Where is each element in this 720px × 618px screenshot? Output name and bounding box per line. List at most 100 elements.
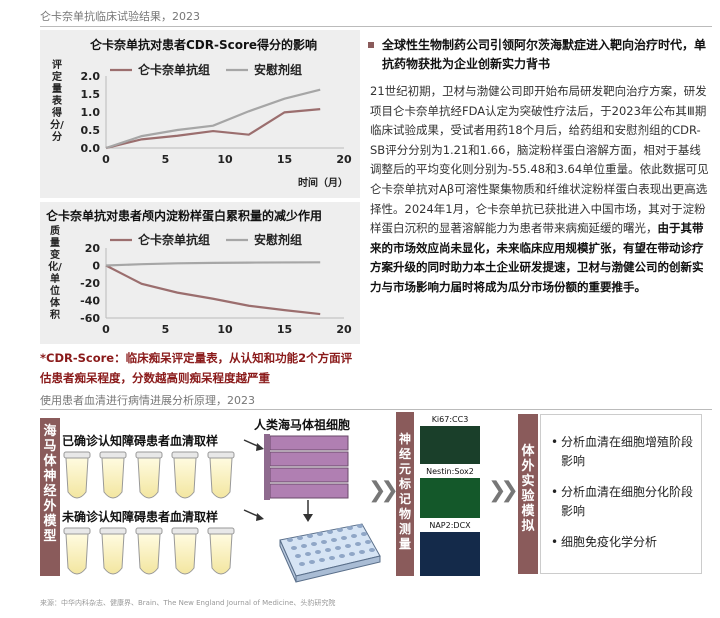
bullet-text: 细胞免疫化学分析: [561, 535, 658, 549]
legend-label: 仑卡奈单抗组: [138, 62, 210, 77]
y-tick-label: -20: [80, 277, 100, 290]
tube-cap-icon: [135, 527, 163, 535]
in-vitro-bar-char: 体: [521, 444, 535, 459]
well-icon: [319, 558, 325, 562]
well-icon: [287, 538, 293, 542]
in-vitro-bar-char: 模: [521, 504, 535, 519]
well-icon: [345, 544, 351, 548]
hippocampus-bar-char: 神: [43, 469, 57, 484]
series-line-0: [105, 264, 321, 316]
tube-cap-icon: [63, 527, 91, 535]
chart2-ylabel-char: 位: [50, 286, 60, 297]
well-icon: [301, 544, 307, 548]
y-tick-label: 20: [85, 242, 101, 255]
well-icon: [361, 532, 367, 536]
well-icon: [369, 548, 375, 552]
cell-culture-stack-icon: [264, 434, 349, 500]
sample-tube-icon: [137, 533, 161, 575]
tube-cap-icon: [63, 451, 91, 459]
in-vitro-bar-char: 外: [521, 459, 535, 474]
x-tick-label: 10: [217, 323, 233, 336]
marker-image-nestin: Nestin:Sox2: [420, 466, 480, 518]
in-vitro-bar-char: 验: [521, 489, 535, 504]
chart2-ylabel-char: 化: [48, 262, 59, 273]
well-icon: [341, 536, 347, 540]
section-divider: [40, 26, 712, 27]
x-tick-label: 15: [277, 323, 292, 336]
bullet-text: 分析血清在细胞分化阶段影响: [561, 485, 694, 518]
marker-bar-char: 物: [398, 507, 411, 521]
chart2-ylabel-char: /: [58, 262, 62, 273]
x-tick-label: 20: [336, 153, 352, 166]
x-tick-label: 5: [162, 323, 170, 336]
chart2-ylabel-char: 单: [50, 274, 60, 285]
chart1-ylabel-char: 得: [52, 108, 62, 119]
chart1-svg: 0.0 0.5 1.0 1.5 2.0 0 5 10 15 20 时间（月） 仑卡奈单抗组 安慰剂组: [81, 62, 352, 189]
x-tick-label: 20: [336, 323, 352, 336]
body-paragraph: 21世纪初期，卫材与渤健公司即开始布局研发靶向治疗方案，研发项目仑卡奈单抗经FD…: [370, 82, 710, 298]
chart1-ylabel-char: 表: [52, 96, 62, 107]
source-note: 来源：中华内科杂志、健康界、Brain、The New England Jour…: [40, 599, 336, 607]
y-tick-label: 0: [92, 260, 100, 273]
hippocampus-bar-char: 体: [43, 454, 57, 469]
marker-bar-char: 元: [398, 462, 411, 476]
section-title-analysis: 使用患者血清进行病情进展分析原理，2023: [40, 394, 255, 407]
sample-tube-icon: [209, 533, 233, 575]
well-icon: [307, 534, 313, 538]
y-tick-label: 0.0: [81, 142, 101, 155]
x-axis-label: 时间（月）: [298, 176, 348, 189]
well-icon: [357, 524, 363, 528]
well-icon: [351, 534, 357, 538]
x-tick-label: 0: [102, 153, 110, 166]
bullet-text: 分析血清在细胞增殖阶段影响: [561, 435, 694, 468]
well-icon: [291, 546, 297, 550]
cell-label: 人类海马体祖细胞: [254, 418, 351, 432]
sample-tube-icon: [173, 457, 197, 499]
marker-image-ki67: Ki67:CC3: [420, 414, 480, 464]
sample-tube-icon: [209, 457, 233, 499]
tube-cap-icon: [99, 527, 127, 535]
well-icon: [327, 530, 333, 534]
well-icon: [331, 538, 337, 542]
cdr-score-note: *CDR-Score：临床痴呆评定量表，从认知和功能2个方面评估患者痴呆程度，分…: [40, 351, 353, 385]
chart2-panel: 仑卡奈单抗对患者颅内淀粉样蛋白累积量的减少作用 质量变化/单位体积 20 0 -20…: [40, 202, 360, 344]
body-bold-text: 由于其带来的市场效应尚未显化，未来临床应用规模扩张，有望在带动诊疗方案升级的同时…: [370, 221, 704, 294]
marker-bar-char: 标: [398, 477, 411, 491]
diagnosed-sample-label: 已确诊认知障碍患者血清取样: [62, 434, 219, 448]
y-tick-label: 2.0: [81, 70, 101, 83]
well-icon: [365, 540, 371, 544]
sample-tube-icon: [101, 457, 125, 499]
well-icon: [299, 562, 305, 566]
well-icon: [359, 550, 365, 554]
heading-square-icon: [368, 42, 374, 48]
marker-bar-char: 记: [398, 492, 411, 506]
sample-tube-icon: [173, 533, 197, 575]
bullet-item: • 细胞免疫化学分析: [551, 533, 693, 552]
well-icon: [325, 548, 331, 552]
section-title-results: 仑卡奈单抗临床试验结果，2023: [40, 10, 200, 23]
chart1-ylabel-char: 量: [52, 84, 62, 95]
tube-cap-icon: [135, 451, 163, 459]
bullet-item: • 分析血清在细胞分化阶段影响: [551, 483, 693, 521]
x-tick-label: 0: [102, 323, 110, 336]
well-icon: [337, 528, 343, 532]
hippocampus-bar-char: 型: [43, 529, 57, 544]
chart1-ylabel-char: 评: [52, 60, 62, 71]
right-heading: 全球性生物制药公司引领阿尔茨海默症进入靶向治疗时代，单抗药物获批为企业创新实力背…: [368, 36, 710, 74]
body-plain-text: 21世纪初期，卫材与渤健公司即开始布局研发靶向治疗方案，研发项目仑卡奈单抗经FD…: [370, 84, 709, 236]
hippocampus-bar-char: 模: [43, 514, 57, 529]
x-tick-label: 15: [277, 153, 292, 166]
sample-tube-icon: [65, 533, 89, 575]
tube-cap-icon: [171, 527, 199, 535]
chevron-right-icon: ❯❯: [368, 478, 399, 503]
chart1-ylabel-char: /: [60, 120, 64, 131]
y-tick-label: -60: [80, 312, 100, 325]
chart1-title: 仑卡奈单抗对患者CDR-Score得分的影响: [90, 38, 318, 52]
hippocampus-bar-char: 经: [43, 484, 57, 499]
chart2-ylabel-char: 质: [50, 226, 60, 237]
legend-label: 安慰剂组: [254, 232, 302, 247]
well-icon: [317, 532, 323, 536]
chart1-ylabel-char: 分: [52, 132, 62, 143]
sample-tube-icon: [101, 533, 125, 575]
